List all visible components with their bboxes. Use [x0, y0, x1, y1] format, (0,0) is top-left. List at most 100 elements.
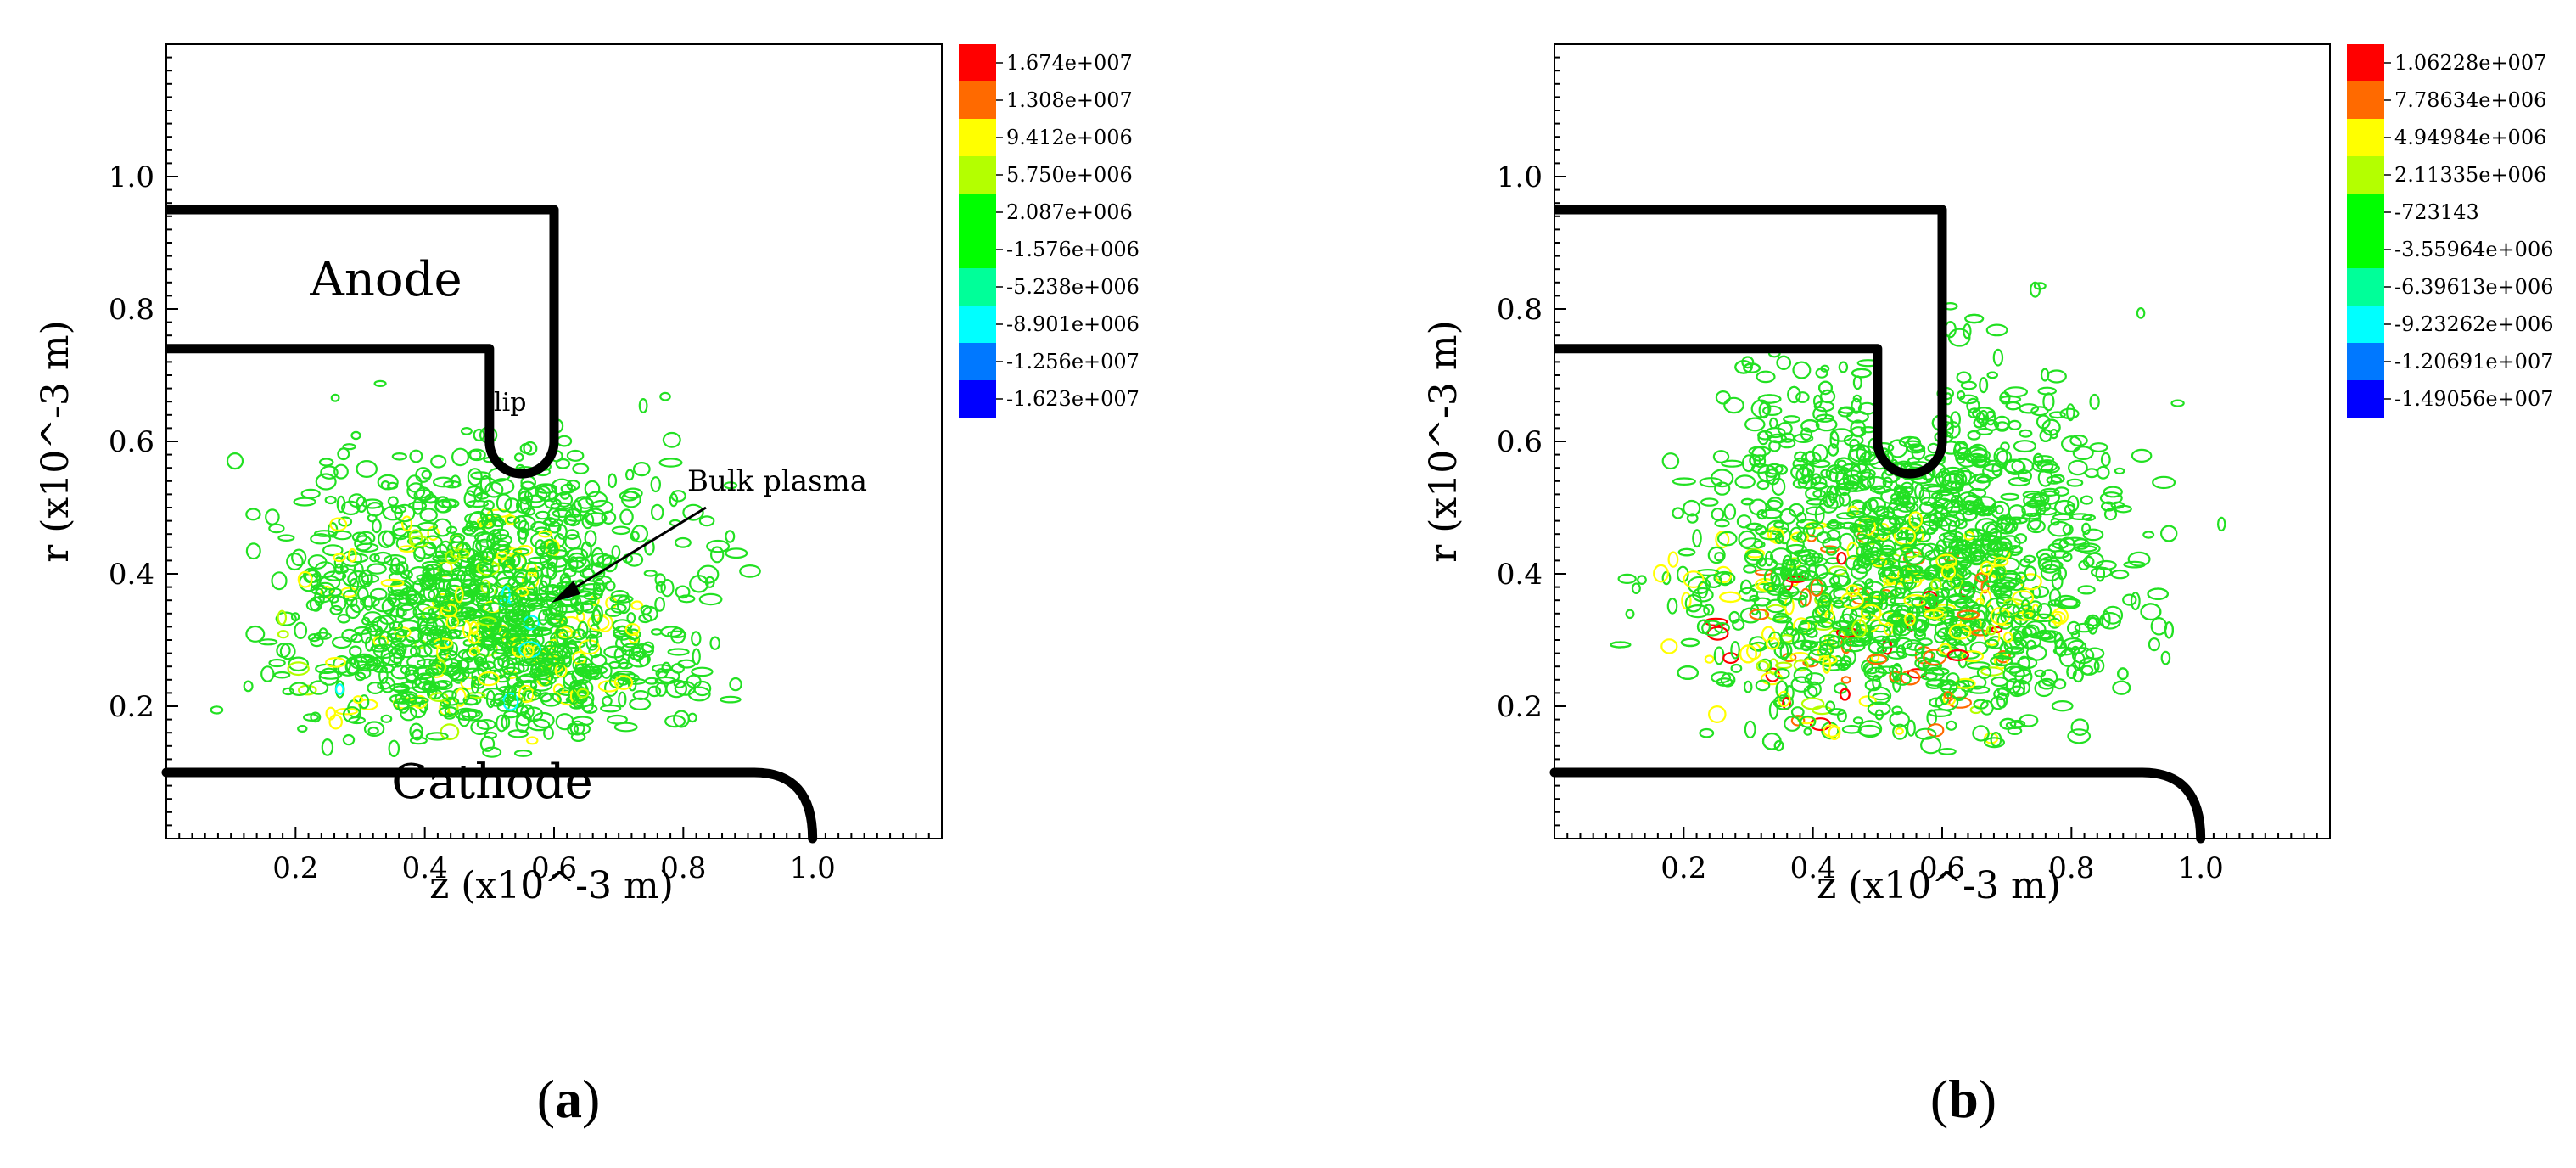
contour-mark	[2026, 519, 2046, 534]
contour-mark	[1993, 652, 2016, 660]
contour-mark	[1666, 598, 1678, 615]
contour-mark	[2003, 632, 2013, 643]
contour-mark	[1841, 724, 1862, 734]
contour-mark	[529, 677, 553, 692]
contour-mark	[496, 551, 508, 560]
contour-mark	[550, 601, 564, 617]
contour-mark	[1745, 551, 1764, 561]
contour-mark	[1996, 537, 2013, 552]
contour-mark	[515, 675, 535, 684]
contour-mark	[530, 662, 541, 677]
contour-mark	[1739, 579, 1752, 595]
contour-mark	[1795, 512, 1807, 524]
cathode-outline	[1549, 767, 2206, 844]
contour-mark	[350, 430, 361, 441]
contour-mark	[352, 695, 364, 705]
contour-mark	[1866, 654, 1888, 665]
contour-mark	[469, 620, 479, 636]
contour-mark	[1753, 597, 1772, 607]
contour-mark	[2003, 386, 2028, 398]
contour-mark	[546, 556, 568, 568]
contour-mark	[313, 632, 332, 640]
contour-mark	[1758, 530, 1783, 541]
contour-mark	[1772, 615, 1792, 624]
contour-mark	[403, 694, 417, 707]
contour-mark	[1810, 481, 1828, 490]
colorbar-swatch	[959, 343, 996, 380]
contour-mark	[2052, 538, 2069, 549]
contour-mark	[1938, 748, 1957, 755]
contour-mark	[532, 626, 552, 637]
contour-mark	[400, 706, 417, 722]
contour-mark	[2066, 664, 2077, 679]
contour-mark	[2070, 645, 2080, 655]
contour-mark	[503, 710, 519, 719]
contour-mark	[320, 465, 339, 480]
contour-mark	[323, 570, 347, 581]
colorbar-label: 5.750e+006	[1006, 163, 1133, 187]
contour-mark	[1707, 546, 1726, 564]
contour-mark	[475, 594, 491, 605]
bulk-plasma-arrow	[552, 506, 707, 603]
contour-mark	[460, 606, 478, 617]
contour-mark	[380, 480, 390, 491]
contour-mark	[569, 595, 582, 607]
contour-mark	[258, 638, 278, 646]
contour-mark	[1882, 576, 1896, 587]
contour-mark	[438, 588, 451, 599]
contour-mark	[1700, 497, 1719, 507]
contour-mark	[2096, 465, 2110, 480]
contour-mark	[1856, 545, 1869, 558]
contour-mark	[322, 544, 344, 557]
contour-mark	[1902, 572, 1914, 589]
contour-mark	[624, 623, 641, 637]
contour-mark	[613, 630, 633, 638]
contour-mark	[337, 447, 350, 461]
contour-mark	[1954, 567, 1972, 581]
contour-mark	[1838, 361, 1849, 373]
contour-mark	[460, 570, 476, 588]
contour-mark	[602, 556, 618, 573]
colorbar-swatch	[2347, 343, 2384, 380]
contour-mark	[1820, 469, 1832, 479]
contour-mark	[474, 581, 490, 600]
contour-mark	[473, 428, 485, 442]
contour-mark	[2067, 459, 2088, 476]
contour-mark	[1837, 407, 1854, 418]
contour-mark	[709, 636, 720, 650]
contour-mark	[2131, 448, 2153, 463]
contour-mark	[1660, 638, 1678, 654]
contour-mark	[434, 574, 453, 582]
colorbar-label: 1.06228e+007	[2394, 51, 2546, 75]
contour-mark	[1858, 720, 1883, 738]
contour-mark	[600, 704, 622, 713]
contour-mark	[2025, 644, 2047, 661]
contour-mark	[623, 487, 643, 499]
contour-mark	[1713, 570, 1736, 586]
contour-mark	[1884, 564, 1905, 581]
contour-mark	[300, 488, 321, 499]
contour-mark	[1958, 559, 1972, 570]
contour-mark	[523, 644, 535, 659]
contour-mark	[627, 677, 637, 692]
contour-mark	[522, 507, 535, 516]
annotation-lip: lip	[494, 388, 526, 418]
contour-mark	[583, 592, 602, 601]
contour-mark	[1873, 485, 1886, 495]
contour-mark	[313, 595, 330, 604]
contour-mark	[591, 654, 608, 667]
contour-mark	[1770, 642, 1785, 649]
contour-mark	[493, 656, 505, 671]
contour-mark	[568, 556, 579, 573]
contour-mark	[367, 624, 384, 637]
contour-mark	[2095, 559, 2117, 570]
contour-mark	[1849, 438, 1861, 452]
contour-mark	[1734, 474, 1756, 489]
contour-mark	[315, 473, 337, 491]
contour-mark	[434, 500, 453, 514]
contour-mark	[2103, 605, 2124, 625]
contour-mark	[415, 467, 432, 483]
contour-mark	[1704, 654, 1715, 664]
contour-mark	[1947, 328, 1971, 347]
contour-mark	[361, 574, 380, 584]
